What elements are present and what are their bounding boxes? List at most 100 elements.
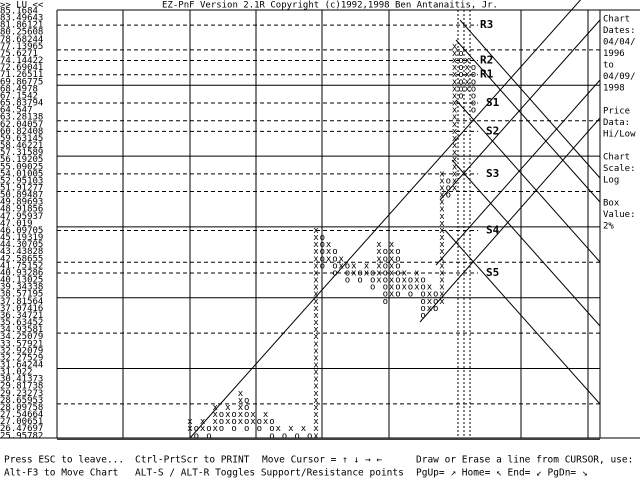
box: o [357,268,362,278]
box: o [395,254,400,264]
box: x [364,261,370,271]
box: x [313,268,319,278]
price-label: 26.47697 [0,424,43,434]
price-label: 32.27529 [0,353,43,363]
box: x [439,240,445,250]
side-label: 04/09/ [603,72,636,82]
box: x [452,56,458,66]
box: x [427,304,433,314]
box: x [338,261,344,271]
side-label: Chart [603,153,630,163]
price-label: 59.63145 [0,134,43,144]
box: o [194,424,199,434]
box: x [313,361,319,371]
price-label: 65.83794 [0,99,43,109]
box: x [313,304,319,314]
box: x [212,403,218,413]
price-label: 40.13025 [0,276,43,286]
price-label: 29.81738 [0,382,43,392]
box: x [389,240,395,250]
price-label: 37.81564 [0,297,43,307]
box: x [414,283,420,293]
box: o [332,247,337,257]
box: x [313,332,319,342]
box: x [313,276,319,286]
side-label: 1996 [603,49,625,59]
box: o [383,290,388,300]
price-label: 48.91856 [0,205,43,215]
box: x [439,233,445,243]
box: x [401,268,407,278]
price-label: 64.547 [0,106,33,116]
box: x [389,268,395,278]
price-label: 58.46221 [0,141,43,151]
box: o [332,268,337,278]
box: x [263,410,269,420]
pnf-column: oo [357,268,362,285]
side-label: Hi/Low [603,130,636,140]
box: x [313,290,319,300]
box: x [212,417,218,427]
box: x [452,91,458,101]
footer-text: Draw or Erase a line from CURSOR, use: [416,455,633,466]
side-label: 1998 [603,84,625,94]
trend-lines [189,0,601,439]
box: x [301,424,307,434]
price-label: 39.34338 [0,283,43,293]
price-label: 32.92079 [0,346,43,356]
box: x [439,176,445,186]
box: x [439,276,445,286]
box: o [244,424,249,434]
box: x [452,134,458,144]
pnf-column: oo [257,417,262,434]
price-label: 45.19319 [0,233,43,243]
box: o [433,290,438,300]
box: x [250,417,256,427]
box: x [439,254,445,264]
pnf-column: x [275,424,281,434]
pnf-column: xx [364,261,370,278]
box: x [427,290,433,300]
box: o [420,290,425,300]
box: o [471,70,476,80]
box: o [206,424,211,434]
box: x [439,226,445,236]
box: o [420,304,425,314]
box: o [206,431,211,441]
box: x [452,42,458,52]
price-label: 31.022 [0,368,33,378]
box: x [212,410,218,420]
box: x [452,77,458,87]
box: o [420,283,425,293]
title: EZ-PnF Version 2.1R Copyright (c)1992,19… [162,1,498,11]
box: x [452,106,458,116]
box: x [376,276,382,286]
box: x [389,261,395,271]
box: x [452,120,458,130]
price-label: 62.04057 [0,120,43,130]
side-label: Value: [603,210,636,220]
box: o [433,304,438,314]
box: o [458,91,463,101]
box: x [225,417,231,427]
box: x [313,382,319,392]
box: x [439,205,445,215]
price-label: 69.86775 [0,77,43,87]
box: x [326,240,332,250]
pnf-column: xxx [401,268,407,292]
box: x [439,297,445,307]
box: x [212,424,218,434]
box: x [313,368,319,378]
pnf-column: ooo [433,290,438,314]
box: x [313,353,319,363]
price-label: 35.63452 [0,318,43,328]
price-label: 68.4978 [0,84,38,94]
price-label: 81.86121 [0,21,43,31]
side-label: to [603,61,614,71]
